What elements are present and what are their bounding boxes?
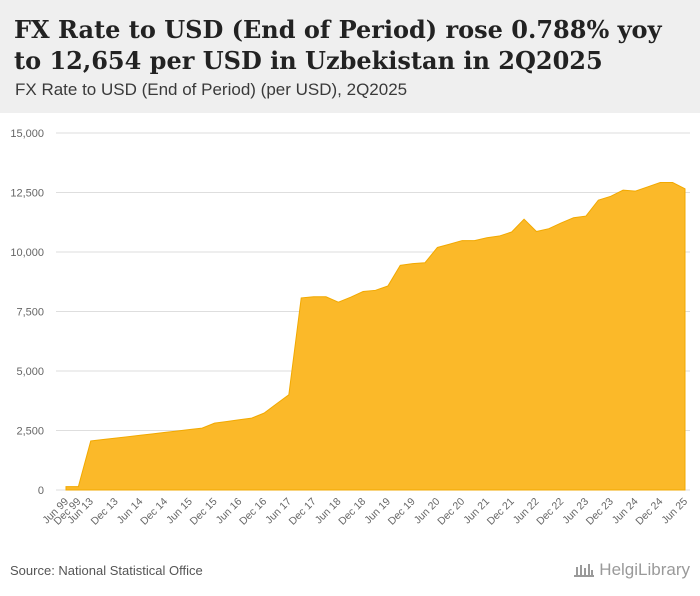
data-point[interactable] [126, 435, 130, 439]
y-tick-label: 2,500 [16, 426, 44, 438]
data-point[interactable] [225, 419, 229, 423]
data-point[interactable] [398, 263, 402, 267]
logo-text: HelgiLibrary [599, 560, 690, 579]
data-point[interactable] [274, 402, 278, 406]
x-tick-label: Dec 21 [485, 496, 517, 528]
area-fill [65, 182, 686, 491]
area-chart: 0 2,500 5,000 7,500 10,000 12,500 15,000 Jun 9… [10, 128, 690, 528]
x-tick-label: Dec 15 [188, 496, 220, 528]
data-point[interactable] [423, 261, 427, 265]
source-note: Source: National Statistical Office [10, 563, 203, 578]
data-point[interactable] [299, 296, 303, 300]
data-point[interactable] [473, 239, 477, 243]
data-point[interactable] [609, 194, 613, 198]
x-tick-label: Dec 16 [237, 496, 269, 528]
area-series [64, 181, 687, 491]
data-point[interactable] [633, 189, 637, 193]
x-tick-label: Dec 19 [386, 496, 418, 528]
x-tick-label: Dec 18 [336, 496, 368, 528]
data-point[interactable] [349, 295, 353, 299]
y-tick-label: 10,000 [10, 247, 44, 259]
data-point[interactable] [621, 188, 625, 192]
x-tick-label: Dec 23 [584, 496, 616, 528]
chart-title: FX Rate to USD (End of Period) rose 0.78… [14, 15, 662, 75]
data-point[interactable] [361, 290, 365, 294]
data-point[interactable] [163, 430, 167, 434]
data-point[interactable] [374, 288, 378, 292]
data-point[interactable] [646, 185, 650, 189]
data-point[interactable] [336, 300, 340, 304]
data-point[interactable] [76, 485, 80, 489]
x-tick-label: Dec 13 [89, 496, 121, 528]
data-point[interactable] [262, 411, 266, 415]
x-tick-label: Dec 24 [633, 496, 665, 528]
data-point[interactable] [559, 221, 563, 225]
data-point[interactable] [175, 429, 179, 433]
data-point[interactable] [188, 428, 192, 432]
data-point[interactable] [683, 187, 687, 191]
data-point[interactable] [386, 284, 390, 288]
data-point[interactable] [114, 436, 118, 440]
data-point[interactable] [287, 393, 291, 397]
y-tick-label: 0 [38, 485, 44, 497]
data-point[interactable] [497, 234, 501, 238]
data-point[interactable] [64, 485, 68, 489]
data-point[interactable] [572, 216, 576, 220]
helgi-library-logo[interactable]: HelgiLibrary [573, 560, 690, 580]
x-tick-label: Dec 17 [287, 496, 319, 528]
data-point[interactable] [101, 438, 105, 442]
chart-header: FX Rate to USD (End of Period) rose 0.78… [0, 0, 700, 113]
y-axis-labels: 0 2,500 5,000 7,500 10,000 12,500 15,000 [10, 128, 44, 497]
y-tick-label: 15,000 [10, 128, 44, 140]
data-point[interactable] [411, 262, 415, 266]
data-point[interactable] [485, 236, 489, 240]
data-point[interactable] [460, 239, 464, 243]
data-point[interactable] [324, 295, 328, 299]
x-tick-label: Dec 20 [435, 496, 467, 528]
data-point[interactable] [522, 217, 526, 221]
y-tick-label: 12,500 [10, 188, 44, 200]
data-point[interactable] [658, 181, 662, 185]
x-tick-label: Jun 25 [659, 496, 690, 527]
data-point[interactable] [547, 227, 551, 231]
data-point[interactable] [435, 245, 439, 249]
data-point[interactable] [584, 214, 588, 218]
data-point[interactable] [237, 418, 241, 422]
data-point[interactable] [200, 426, 204, 430]
library-building-icon [574, 564, 595, 577]
y-tick-label: 7,500 [16, 307, 44, 319]
data-point[interactable] [448, 242, 452, 246]
data-point[interactable] [89, 439, 93, 443]
data-point[interactable] [596, 198, 600, 202]
x-tick-label: Dec 14 [138, 496, 170, 528]
data-point[interactable] [671, 181, 675, 185]
y-tick-label: 5,000 [16, 366, 44, 378]
data-point[interactable] [510, 230, 514, 234]
data-point[interactable] [151, 432, 155, 436]
data-point[interactable] [213, 421, 217, 425]
x-tick-label: Dec 22 [534, 496, 566, 528]
data-point[interactable] [138, 433, 142, 437]
data-point[interactable] [534, 230, 538, 234]
chart-subtitle: FX Rate to USD (End of Period) (per USD)… [15, 80, 408, 99]
data-point[interactable] [250, 416, 254, 420]
data-point[interactable] [312, 295, 316, 299]
